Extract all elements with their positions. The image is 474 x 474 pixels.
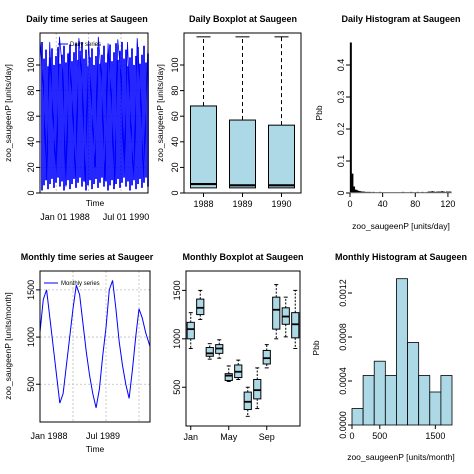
- monthly-hist-ylabel: Pbb: [311, 340, 321, 355]
- monthly-hist-bar-3: [384, 375, 397, 426]
- monthly-ts-ylabel: zoo_saugeenP [units/month]: [3, 292, 13, 400]
- daily-hist-y-tick-label-3: 0.3: [336, 91, 346, 104]
- daily-hist-ylabel: Pbb: [314, 105, 324, 120]
- daily-box-x-tick-label-2: 1990: [271, 199, 291, 209]
- monthly-box-4: [224, 373, 233, 381]
- daily-box-y-tick-label-4: 80: [170, 86, 180, 96]
- monthly-ts-y-tick-label-2: 1500: [26, 280, 36, 300]
- daily-hist-xlabel: zoo_saugeenP [units/day]: [352, 221, 450, 231]
- daily-box-y-tick-label-5: 100: [170, 57, 180, 72]
- daily-ts-title: Daily time series at Saugeen: [26, 14, 148, 24]
- monthly-box-frame: [185, 270, 301, 427]
- monthly-hist-bar-2: [373, 360, 386, 426]
- monthly-ts-y-tick-label-1: 1000: [26, 327, 36, 347]
- daily-box-x-tick-label-1: 1989: [232, 199, 252, 209]
- monthly-box-x-tick-label-2: Sep: [259, 432, 275, 442]
- daily-hist-x-tick-label-0: 0: [347, 199, 352, 209]
- monthly-hist-y-tick-label-0: 0.0000: [338, 411, 348, 439]
- daily-ts-y-tick-label-0: 0: [26, 190, 36, 195]
- monthly-ts-x-tick-label-0: Jan 1988: [30, 431, 67, 441]
- monthly-box-8: [262, 349, 271, 365]
- daily-box-2: [268, 124, 295, 189]
- daily-ts-frame: [39, 32, 149, 194]
- daily-box-title: Daily Boxplot at Saugeen: [189, 14, 297, 24]
- monthly-hist-x-tick-label-0: 0: [349, 431, 354, 441]
- daily-hist-y-tick-label-4: 0.4: [336, 59, 346, 72]
- monthly-hist-bar-8: [440, 375, 453, 426]
- monthly-box-1: [196, 298, 205, 316]
- monthly-box-7: [253, 379, 262, 400]
- monthly-box-9: [272, 296, 281, 330]
- daily-hist-y-tick-label-2: 0.2: [336, 123, 346, 136]
- monthly-ts-legend-label: Monthly series: [61, 281, 100, 287]
- monthly-hist-x-tick-label-1: 500: [372, 431, 387, 441]
- monthly-box-title: Monthly Boxplot at Saugeen: [182, 252, 303, 262]
- monthly-box-x-tick-label-1: May: [220, 432, 238, 442]
- daily-ts-x-tick-label-0: Jan 01 1988: [40, 212, 90, 222]
- daily-ts-ylabel: zoo_saugeenP [units/day]: [3, 64, 13, 162]
- monthly-ts-y-tick-label-0: 500: [26, 377, 36, 392]
- daily-hist-x-tick-label-2: 80: [410, 199, 420, 209]
- daily-box-y-tick-label-2: 40: [170, 137, 180, 147]
- monthly-box-6: [243, 391, 252, 411]
- daily-hist-title: Daily Histogram at Saugeen: [341, 14, 460, 24]
- monthly-hist-bar-0: [351, 408, 364, 426]
- monthly-hist-bar-7: [429, 391, 442, 426]
- monthly-hist-bar-6: [418, 375, 431, 426]
- daily-ts-y-tick-label-3: 60: [26, 111, 36, 121]
- daily-ts-y-tick-label-5: 100: [26, 57, 36, 72]
- monthly-ts-xlabel: Time: [86, 444, 105, 454]
- monthly-hist-x-tick-label-2: 1500: [425, 431, 445, 441]
- daily-ts-xlabel: Time: [86, 198, 105, 208]
- monthly-hist-y-tick-label-1: 0.0004: [338, 367, 348, 395]
- daily-ts-y-tick-label-4: 80: [26, 86, 36, 96]
- monthly-hist-xlabel: zoo_saugeenP [units/month]: [347, 452, 455, 462]
- daily-box-y-tick-label-0: 0: [170, 190, 180, 195]
- monthly-box-y-tick-label-2: 1500: [172, 280, 182, 300]
- daily-hist-y-tick-label-1: 0.1: [336, 155, 346, 168]
- daily-hist-bar-2: [353, 186, 356, 194]
- monthly-box-0: [186, 321, 195, 340]
- monthly-ts-frame: [39, 270, 151, 423]
- monthly-hist-bar-1: [362, 375, 375, 426]
- monthly-hist-title: Monthly Histogram at Saugeen: [335, 252, 467, 262]
- daily-hist-bar-1: [351, 173, 354, 194]
- daily-ts-legend-label: Daily series: [70, 42, 101, 48]
- monthly-box-x-tick-label-0: Jan: [183, 432, 198, 442]
- daily-box-0: [190, 105, 217, 189]
- daily-box-y-tick-label-1: 20: [170, 162, 180, 172]
- monthly-box-2: [205, 347, 214, 357]
- daily-ts-y-tick-label-1: 20: [26, 162, 36, 172]
- daily-ts-y-tick-label-2: 40: [26, 137, 36, 147]
- monthly-hist-bar-5: [407, 342, 420, 426]
- daily-ts-x-tick-label-1: Jul 01 1990: [103, 212, 150, 222]
- daily-hist-x-tick-label-1: 40: [378, 199, 388, 209]
- monthly-ts-x-tick-label-1: Jul 1989: [86, 431, 120, 441]
- monthly-ts-line: [39, 280, 151, 408]
- monthly-box-y-tick-label-1: 1000: [172, 329, 182, 349]
- monthly-box-y-tick-label-0: 500: [172, 380, 182, 395]
- daily-box-x-tick-label-0: 1988: [193, 199, 213, 209]
- daily-hist-y-tick-label-0: 0: [336, 190, 346, 195]
- daily-hist-x-tick-label-3: 120: [440, 199, 455, 209]
- monthly-hist-y-tick-label-2: 0.0008: [338, 323, 348, 351]
- monthly-hist-bar-4: [396, 278, 408, 426]
- monthly-hist-y-tick-label-3: 0.0012: [338, 279, 348, 307]
- daily-box-ylabel: zoo_saugeenP [units/day]: [155, 64, 165, 162]
- daily-hist-bar-0: [349, 42, 352, 194]
- daily-box-1: [229, 119, 256, 189]
- monthly-box-11: [291, 312, 300, 339]
- monthly-ts-title: Monthly time series at Saugeer: [21, 252, 154, 262]
- daily-box-y-tick-label-3: 60: [170, 111, 180, 121]
